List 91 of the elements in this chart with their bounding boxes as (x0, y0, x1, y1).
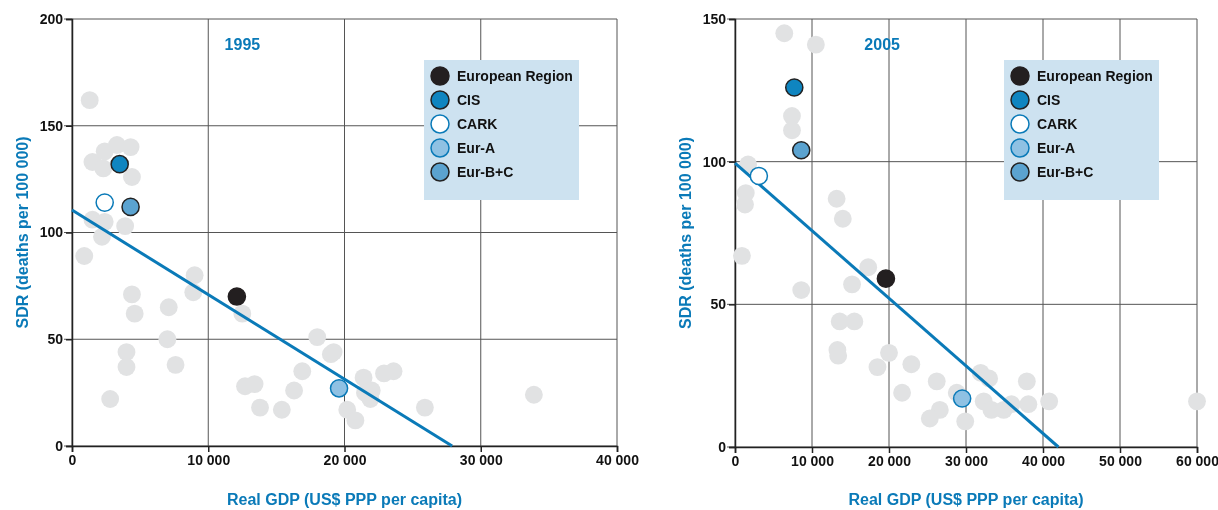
x-tick-label: 60 000 (1176, 452, 1218, 469)
point (830, 312, 849, 331)
x-tick-label: 30 000 (945, 452, 989, 469)
point (80, 91, 99, 110)
x-axis-title: Real GDP (US$ PPP per capita) (226, 491, 463, 508)
y-tick-label: 150 (39, 117, 64, 134)
annotation: 2005 (864, 36, 901, 53)
x-tick-label: 10 000 (791, 452, 835, 469)
point (227, 287, 247, 306)
x-tick-label: 30 000 (459, 451, 503, 468)
point (75, 247, 94, 265)
y-tick-label: 0 (55, 437, 64, 454)
x-tick-label: 0 (731, 452, 740, 469)
y-axis-title: SDR (deaths per 100 000) (677, 136, 694, 330)
x-tick-label: 50 000 (1099, 452, 1143, 469)
y-axis-title: SDR (deaths per 100 000) (14, 136, 31, 329)
legend-label: Eur-A (457, 140, 496, 156)
legend-label: CARK (457, 116, 498, 132)
legend-label: CARK (1037, 116, 1078, 132)
point (285, 381, 304, 400)
point (1019, 395, 1038, 414)
point (346, 411, 365, 430)
legend-label: European Region (457, 68, 573, 84)
point (123, 168, 141, 186)
x-tick-label: 10 000 (187, 451, 231, 468)
point (1040, 392, 1059, 411)
point (166, 355, 185, 374)
point (95, 193, 115, 212)
y-tick-label: 100 (702, 153, 727, 170)
point (159, 298, 178, 317)
point (927, 372, 946, 391)
legend-label: CIS (1037, 92, 1061, 108)
point (843, 275, 861, 294)
x-tick-label: 20 000 (868, 452, 912, 469)
point (251, 398, 269, 417)
point (110, 154, 129, 174)
point (123, 285, 141, 304)
point (859, 258, 878, 277)
point (893, 383, 912, 402)
point (415, 398, 434, 417)
point (827, 189, 846, 208)
point (1017, 372, 1036, 391)
point (329, 379, 349, 398)
point (308, 328, 327, 347)
point (125, 304, 144, 323)
y-tick-label: 50 (47, 331, 64, 348)
legend-label: European Region (1037, 68, 1153, 84)
legend-label: Eur-B+C (457, 164, 514, 180)
annotation: 1995 (224, 36, 261, 53)
point (121, 197, 140, 217)
point (902, 355, 921, 374)
point (749, 166, 769, 186)
point (185, 266, 204, 285)
point (868, 358, 887, 377)
point (293, 362, 312, 381)
x-tick-label: 40 000 (1022, 452, 1066, 469)
point (733, 246, 751, 265)
y-tick-label: 150 (702, 10, 727, 27)
point (784, 78, 804, 97)
point (876, 269, 896, 288)
point (791, 140, 811, 160)
point (792, 281, 811, 299)
point (920, 409, 939, 428)
point (775, 24, 794, 43)
y-tick-label: 50 (710, 296, 727, 313)
x-axis-title: Real GDP (US$ PPP per capita) (848, 491, 1084, 508)
y-tick-label: 100 (39, 224, 64, 241)
point (116, 217, 135, 235)
y-tick-label: 0 (718, 438, 727, 455)
legend-label: CIS (457, 92, 481, 108)
point (158, 330, 177, 349)
point (783, 121, 801, 140)
point (101, 390, 120, 408)
legend-label: Eur-B+C (1037, 164, 1094, 180)
x-tick-label: 0 (68, 451, 77, 468)
x-tick-label: 20 000 (323, 451, 367, 468)
point (272, 400, 291, 419)
legend-label: Eur-A (1037, 140, 1076, 156)
point (952, 389, 972, 408)
point (880, 343, 898, 362)
point (121, 138, 140, 156)
point (117, 358, 136, 376)
y-tick-label: 200 (39, 10, 64, 27)
point (117, 343, 136, 361)
point (833, 209, 852, 228)
x-tick-label: 40 000 (596, 451, 640, 468)
point (1188, 392, 1206, 411)
point (524, 385, 543, 404)
point (806, 35, 825, 54)
point (956, 412, 975, 431)
point (94, 159, 113, 178)
